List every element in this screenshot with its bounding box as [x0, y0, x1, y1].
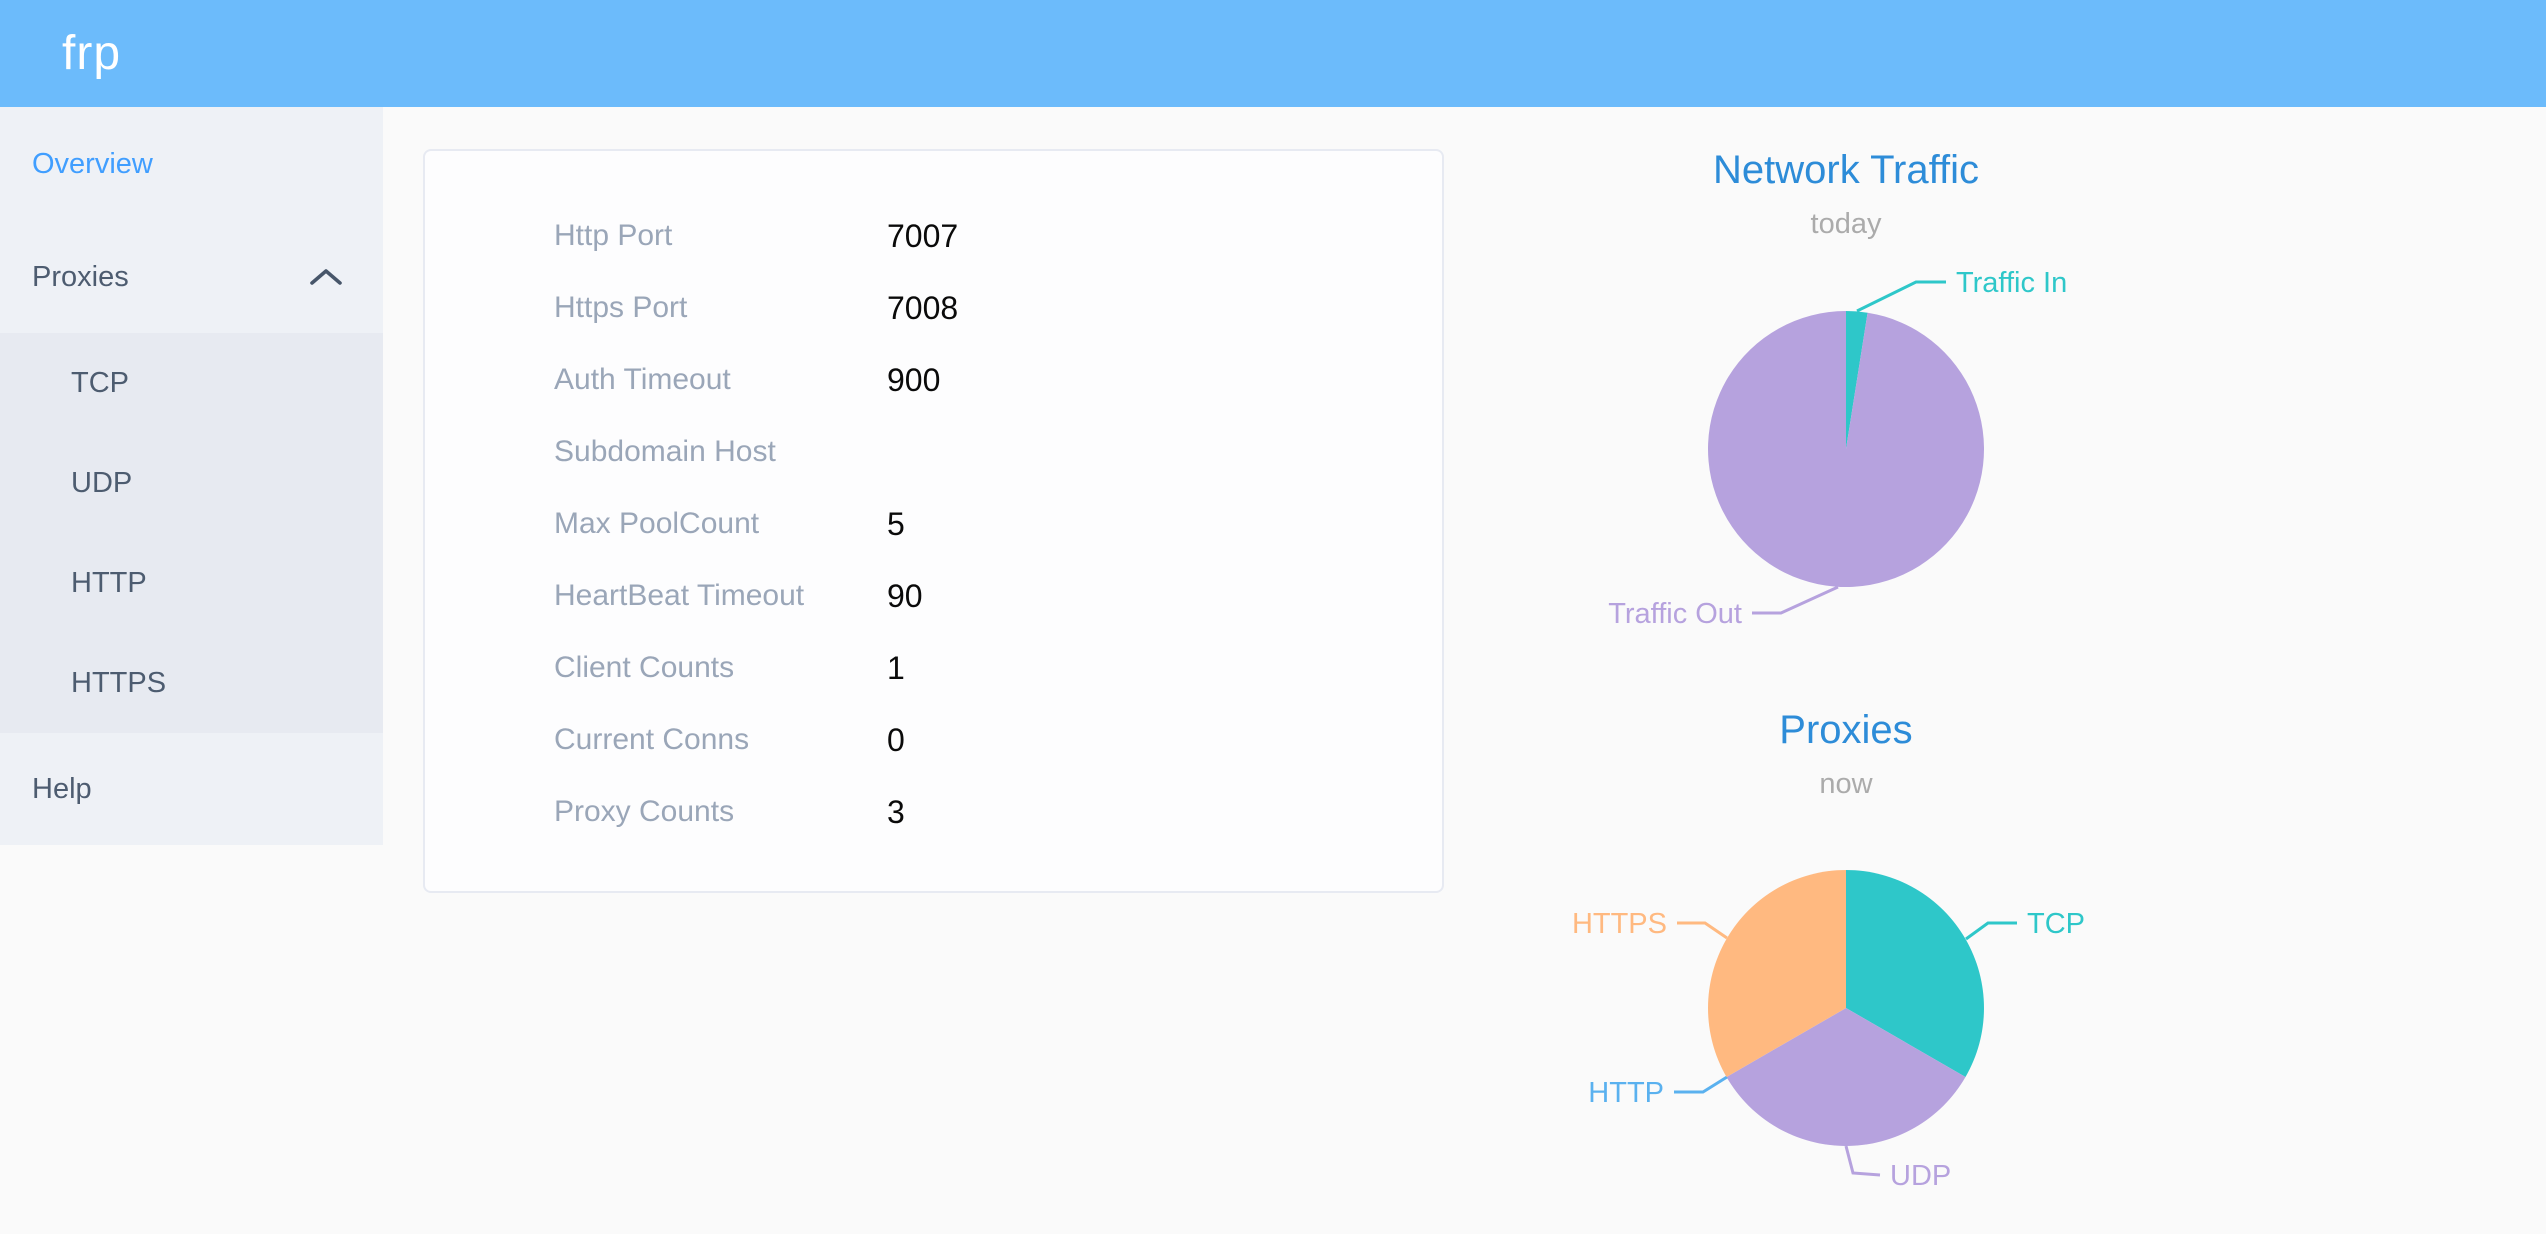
- sidebar-item-label: Overview: [32, 147, 153, 180]
- info-row-https-port: Https Port 7008: [425, 272, 1442, 344]
- info-row-proxy-counts: Proxy Counts 3: [425, 776, 1442, 848]
- info-value: 900: [887, 361, 941, 398]
- info-label: Current Conns: [554, 723, 750, 756]
- pie-label-line: [1674, 1075, 1728, 1094]
- pie-label-line: [1965, 921, 2017, 941]
- pie-label-line: [1677, 921, 1728, 940]
- proxies-submenu: TCP UDP HTTP HTTPS: [0, 333, 383, 733]
- sidebar-item-http[interactable]: HTTP: [0, 533, 383, 633]
- proxies-pie[interactable]: TCP UDP HTTP HTTPS: [1446, 700, 2246, 1234]
- info-value: 3: [887, 793, 905, 830]
- info-label: Https Port: [554, 291, 688, 324]
- sidebar-item-tcp[interactable]: TCP: [0, 333, 383, 433]
- pie-slice-tcp[interactable]: [1846, 870, 1984, 1077]
- sidebar-item-label: UDP: [71, 466, 133, 499]
- pie-slice-traffic-in[interactable]: [1846, 311, 1868, 449]
- sidebar-item-label: Help: [32, 772, 92, 805]
- chevron-up-icon: [310, 269, 342, 285]
- pie-label-udp: UDP: [1890, 1160, 1951, 1192]
- network-traffic-chart: Network Traffic today Traffic In Traffic …: [1446, 140, 2246, 670]
- server-info-card: Http Port 7007 Https Port 7008 Auth Time…: [423, 149, 1444, 893]
- info-value: 90: [887, 577, 923, 614]
- app-header: frp: [0, 0, 2546, 107]
- info-value: 5: [887, 505, 905, 542]
- chart-title: Proxies: [1779, 708, 1913, 752]
- sidebar-item-label: HTTP: [71, 566, 147, 599]
- pie-label-https: HTTPS: [1572, 908, 1667, 940]
- info-row-client-counts: Client Counts 1: [425, 632, 1442, 704]
- info-row-auth-timeout: Auth Timeout 900: [425, 344, 1442, 416]
- info-value: 7008: [887, 289, 959, 326]
- sidebar-item-label: Proxies: [32, 260, 129, 293]
- info-label: Subdomain Host: [554, 435, 776, 468]
- info-value: 1: [887, 649, 905, 686]
- pie-label-line: [1844, 1145, 1881, 1177]
- sidebar-item-label: HTTPS: [71, 666, 167, 699]
- info-row-heartbeat-timeout: HeartBeat Timeout 90: [425, 560, 1442, 632]
- chart-subtitle: today: [1810, 208, 1882, 240]
- info-value: 0: [887, 721, 905, 758]
- chart-title: Network Traffic: [1713, 148, 1979, 192]
- info-label: Max PoolCount: [554, 507, 760, 540]
- sidebar-item-udp[interactable]: UDP: [0, 433, 383, 533]
- info-row-max-poolcount: Max PoolCount 5: [425, 488, 1442, 560]
- info-value: 7007: [887, 217, 959, 254]
- sidebar-item-label: TCP: [71, 366, 129, 399]
- pie-label-tcp: TCP: [2027, 908, 2085, 940]
- chart-subtitle: now: [1819, 768, 1873, 800]
- sidebar-item-overview[interactable]: Overview: [0, 107, 383, 221]
- sidebar-item-https[interactable]: HTTPS: [0, 633, 383, 733]
- info-row-http-port: Http Port 7007: [425, 200, 1442, 272]
- sidebar-item-proxies[interactable]: Proxies: [0, 221, 383, 333]
- app-logo: frp: [62, 26, 122, 80]
- network-traffic-pie[interactable]: Traffic In Traffic Out: [1446, 140, 2246, 670]
- sidebar: Overview Proxies TCP UDP HTTP HTTPS Help: [0, 107, 383, 845]
- pie-slice-https[interactable]: [1708, 870, 1846, 1077]
- sidebar-item-help[interactable]: Help: [0, 733, 383, 845]
- info-row-current-conns: Current Conns 0: [425, 704, 1442, 776]
- pie-slice-udp[interactable]: [1726, 1008, 1966, 1146]
- info-label: HeartBeat Timeout: [554, 579, 805, 612]
- info-label: Http Port: [554, 219, 673, 252]
- pie-label-traffic-in: Traffic In: [1956, 267, 2067, 299]
- info-row-subdomain-host: Subdomain Host: [425, 416, 1442, 488]
- info-label: Client Counts: [554, 651, 735, 684]
- pie-label-line: [1856, 280, 1946, 313]
- pie-label-http: HTTP: [1588, 1077, 1664, 1109]
- pie-slice-traffic-out[interactable]: [1708, 311, 1985, 587]
- pie-label-traffic-out: Traffic Out: [1608, 598, 1742, 630]
- proxies-chart: Proxies now TCP UDP HTTP HTTPS: [1446, 700, 2246, 1234]
- info-label: Proxy Counts: [554, 795, 735, 828]
- info-label: Auth Timeout: [554, 363, 731, 396]
- pie-label-line: [1752, 585, 1839, 615]
